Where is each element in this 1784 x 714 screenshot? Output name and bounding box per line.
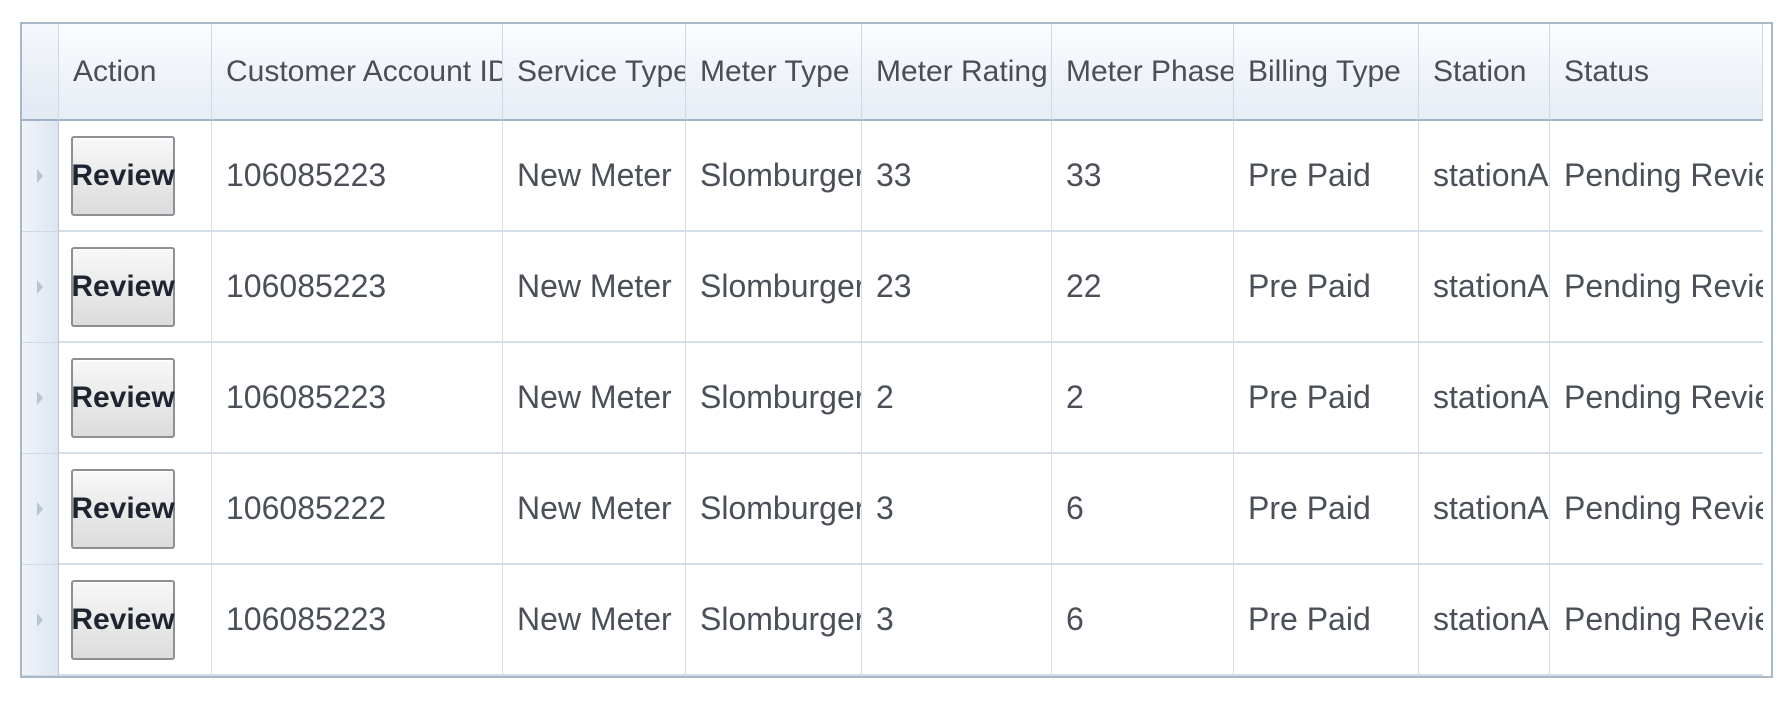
column-header-customer-account-id[interactable]: Customer Account ID [212, 24, 503, 121]
column-header-status[interactable]: Status [1550, 24, 1763, 121]
billing-type-cell[interactable]: Pre Paid [1234, 565, 1419, 676]
review-button[interactable]: Review [71, 579, 175, 660]
review-button[interactable]: Review [71, 246, 175, 327]
meter-rating-cell[interactable]: 3 [862, 454, 1052, 565]
column-header-action[interactable]: Action [59, 24, 212, 121]
action-cell: Review [59, 565, 212, 676]
column-header-station[interactable]: Station [1419, 24, 1550, 121]
status-cell[interactable]: Pending Review [1550, 343, 1763, 454]
row-selector[interactable] [22, 565, 59, 676]
review-button[interactable]: Review [71, 357, 175, 438]
customer-account-id-cell[interactable]: 106085223 [212, 232, 503, 343]
status-cell[interactable]: Pending Review [1550, 565, 1763, 676]
billing-type-cell[interactable]: Pre Paid [1234, 121, 1419, 232]
review-button[interactable]: Review [71, 468, 175, 549]
meter-rating-cell[interactable]: 33 [862, 121, 1052, 232]
row-indicator-arrow-icon [37, 391, 43, 405]
status-cell[interactable]: Pending Review [1550, 121, 1763, 232]
customer-account-id-cell[interactable]: 106085223 [212, 343, 503, 454]
meter-type-cell[interactable]: Slomburger [686, 343, 862, 454]
service-type-cell[interactable]: New Meter [503, 454, 686, 565]
data-grid-body: Action Customer Account ID Service Type … [22, 24, 1771, 676]
status-cell[interactable]: Pending Review [1550, 232, 1763, 343]
meter-rating-cell[interactable]: 23 [862, 232, 1052, 343]
meter-type-cell[interactable]: Slomburger [686, 232, 862, 343]
column-header-service-type[interactable]: Service Type [503, 24, 686, 121]
status-cell[interactable]: Pending Review [1550, 454, 1763, 565]
service-type-cell[interactable]: New Meter [503, 343, 686, 454]
station-cell[interactable]: stationA [1419, 121, 1550, 232]
action-cell: Review [59, 343, 212, 454]
meter-rating-cell[interactable]: 2 [862, 343, 1052, 454]
station-cell[interactable]: stationA [1419, 232, 1550, 343]
meter-type-cell[interactable]: Slomburger [686, 565, 862, 676]
billing-type-cell[interactable]: Pre Paid [1234, 343, 1419, 454]
customer-account-id-cell[interactable]: 106085222 [212, 454, 503, 565]
service-type-cell[interactable]: New Meter [503, 565, 686, 676]
service-type-cell[interactable]: New Meter [503, 121, 686, 232]
meter-phase-cell[interactable]: 2 [1052, 343, 1234, 454]
meter-rating-cell[interactable]: 3 [862, 565, 1052, 676]
customer-account-id-cell[interactable]: 106085223 [212, 121, 503, 232]
action-cell: Review [59, 121, 212, 232]
billing-type-cell[interactable]: Pre Paid [1234, 232, 1419, 343]
review-button[interactable]: Review [71, 135, 175, 216]
action-cell: Review [59, 454, 212, 565]
row-indicator-arrow-icon [37, 613, 43, 627]
billing-type-cell[interactable]: Pre Paid [1234, 454, 1419, 565]
service-type-cell[interactable]: New Meter [503, 232, 686, 343]
station-cell[interactable]: stationA [1419, 343, 1550, 454]
meter-type-cell[interactable]: Slomburger [686, 454, 862, 565]
row-header-corner [22, 24, 59, 121]
data-grid: Action Customer Account ID Service Type … [20, 22, 1773, 678]
column-header-meter-rating[interactable]: Meter Rating [862, 24, 1052, 121]
row-selector[interactable] [22, 232, 59, 343]
meter-phase-cell[interactable]: 33 [1052, 121, 1234, 232]
meter-phase-cell[interactable]: 6 [1052, 565, 1234, 676]
meter-phase-cell[interactable]: 22 [1052, 232, 1234, 343]
row-selector[interactable] [22, 343, 59, 454]
row-indicator-arrow-icon [37, 169, 43, 183]
row-indicator-arrow-icon [37, 280, 43, 294]
column-header-meter-type[interactable]: Meter Type [686, 24, 862, 121]
station-cell[interactable]: stationA [1419, 454, 1550, 565]
row-indicator-arrow-icon [37, 502, 43, 516]
row-selector[interactable] [22, 121, 59, 232]
customer-account-id-cell[interactable]: 106085223 [212, 565, 503, 676]
row-selector[interactable] [22, 454, 59, 565]
column-header-meter-phase[interactable]: Meter Phase [1052, 24, 1234, 121]
action-cell: Review [59, 232, 212, 343]
column-header-billing-type[interactable]: Billing Type [1234, 24, 1419, 121]
station-cell[interactable]: stationA [1419, 565, 1550, 676]
meter-phase-cell[interactable]: 6 [1052, 454, 1234, 565]
meter-type-cell[interactable]: Slomburger [686, 121, 862, 232]
